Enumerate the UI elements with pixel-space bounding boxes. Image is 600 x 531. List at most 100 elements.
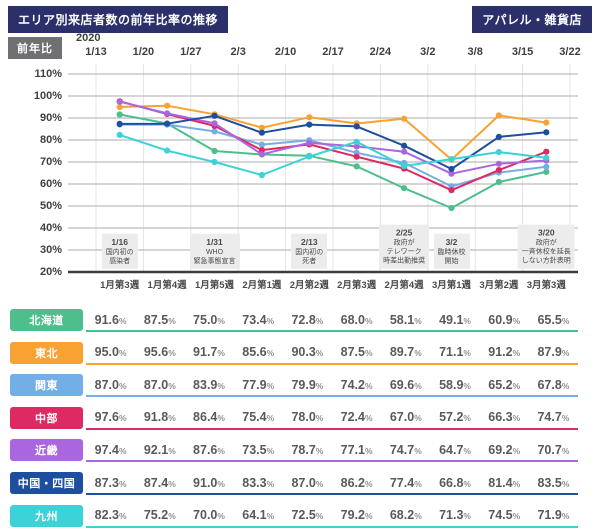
percent-sign: % xyxy=(118,413,127,424)
week-label: 2月第4週 xyxy=(384,280,424,291)
percent-sign: % xyxy=(315,315,324,326)
date-label: 2/24 xyxy=(369,46,392,58)
data-point xyxy=(353,138,360,145)
value-cell: 85.6% xyxy=(242,345,275,360)
data-point xyxy=(353,123,360,130)
value-cell: 69.6% xyxy=(389,377,422,392)
value-cell: 74.5% xyxy=(488,508,521,523)
table-row: 中国・四国 87.3% 87.4% 91.0% 83.3% 87.0% 86.2% 77.4%… xyxy=(10,472,578,495)
percent-sign: % xyxy=(414,445,422,456)
region-badge: 近畿 xyxy=(10,439,83,462)
value-cell: 83.5% xyxy=(537,475,570,490)
percent-sign: % xyxy=(463,511,471,522)
week-label: 2月第3週 xyxy=(337,280,377,291)
value-cell: 60.9% xyxy=(488,312,521,327)
value-cell: 74.7% xyxy=(389,442,422,457)
value-cell: 64.7% xyxy=(439,442,471,457)
percent-sign: % xyxy=(168,478,176,489)
percent-sign: % xyxy=(463,413,471,424)
value-cell: 87.0% xyxy=(143,377,176,392)
table-row: 九州 82.3% 75.2% 70.0% 64.1% 72.5% 79.2% 68.2% 71.… xyxy=(10,504,578,528)
percent-sign: % xyxy=(315,478,324,489)
percent-sign: % xyxy=(118,478,127,489)
percent-sign: % xyxy=(463,315,471,326)
data-point xyxy=(495,149,502,156)
percent-sign: % xyxy=(365,445,373,456)
percent-sign: % xyxy=(168,380,176,391)
value-cell: 77.9% xyxy=(242,377,275,392)
value-cell: 90.3% xyxy=(291,345,324,360)
y-axis-label: 20% xyxy=(39,266,62,278)
y-axis-label: 90% xyxy=(39,112,62,124)
percent-sign: % xyxy=(168,315,176,326)
date-label: 2/3 xyxy=(230,46,246,58)
value-cell: 91.7% xyxy=(193,345,225,360)
data-point xyxy=(543,168,550,175)
percent-sign: % xyxy=(365,315,373,326)
region-badge: 九州 xyxy=(10,504,83,527)
value-cell: 91.0% xyxy=(193,475,225,490)
data-point xyxy=(306,153,313,160)
value-cell: 71.3% xyxy=(439,508,471,523)
percent-sign: % xyxy=(414,380,422,391)
percent-sign: % xyxy=(512,511,521,522)
percent-sign: % xyxy=(414,478,422,489)
percent-sign: % xyxy=(561,511,570,522)
value-cell: 92.1% xyxy=(143,442,176,457)
annotation-text: 時差出勤推奨 xyxy=(383,257,426,265)
percent-sign: % xyxy=(463,348,471,359)
percent-sign: % xyxy=(414,511,422,522)
annotation-text: テレワーク xyxy=(386,248,422,256)
value-cell: 91.8% xyxy=(143,410,176,425)
percent-sign: % xyxy=(512,445,521,456)
table-row: 北海道 91.6% 87.5% 75.0% 73.4% 72.8% 68.0% 58.1% 49… xyxy=(10,309,578,332)
table-row: 東北 95.0% 95.6% 91.7% 85.6% 90.3% 87.5% 89.7% 71.… xyxy=(10,341,578,365)
y-axis-label: 80% xyxy=(39,134,62,146)
percent-sign: % xyxy=(266,348,275,359)
value-cell: 87.6% xyxy=(193,442,225,457)
data-point xyxy=(401,162,408,170)
week-label: 2月第1週 xyxy=(242,280,282,291)
value-cell: 73.4% xyxy=(242,312,275,327)
percent-sign: % xyxy=(561,380,570,391)
data-point xyxy=(401,115,408,122)
date-label: 3/8 xyxy=(467,46,483,58)
y-axis-label: 110% xyxy=(34,68,62,80)
percent-sign: % xyxy=(512,348,521,359)
percent-sign: % xyxy=(266,511,275,522)
value-cell: 75.0% xyxy=(193,312,225,327)
percent-sign: % xyxy=(266,445,275,456)
value-cell: 49.1% xyxy=(439,312,471,327)
percent-sign: % xyxy=(561,348,570,359)
value-cell: 70.0% xyxy=(193,508,225,523)
week-label: 1月第4週 xyxy=(147,280,187,291)
percent-sign: % xyxy=(168,348,176,359)
annotation-text: WHO xyxy=(205,248,224,256)
percent-sign: % xyxy=(217,348,225,359)
series-line-5 xyxy=(118,114,548,170)
y-axis-label: 30% xyxy=(39,244,62,256)
line-chart-svg xyxy=(68,64,578,274)
value-cell: 89.7% xyxy=(389,345,422,360)
region-badge: 東北 xyxy=(10,341,83,364)
week-label: 3月第1週 xyxy=(431,280,472,291)
event-annotation: 1/16 国内初の 感染者 xyxy=(101,233,138,269)
value-cell: 83.9% xyxy=(193,377,225,392)
data-point xyxy=(543,148,550,155)
value-cell: 72.4% xyxy=(340,410,373,425)
region-badge: 中部 xyxy=(10,406,83,429)
page-title: エリア別来店者数の前年比率の推移 xyxy=(8,6,229,33)
data-point xyxy=(448,170,455,177)
value-cell: 68.2% xyxy=(389,508,422,523)
data-point xyxy=(258,124,265,131)
annotation-text: 国内初の xyxy=(295,248,324,256)
data-point xyxy=(448,187,455,194)
data-point xyxy=(164,120,171,127)
percent-sign: % xyxy=(266,413,275,424)
percent-sign: % xyxy=(217,478,225,489)
series-line-4 xyxy=(118,100,548,175)
value-cell: 77.1% xyxy=(340,442,373,457)
percent-sign: % xyxy=(414,413,422,424)
annotation-date: 2/25 xyxy=(395,227,413,238)
annotation-text: 感染者 xyxy=(109,257,131,265)
